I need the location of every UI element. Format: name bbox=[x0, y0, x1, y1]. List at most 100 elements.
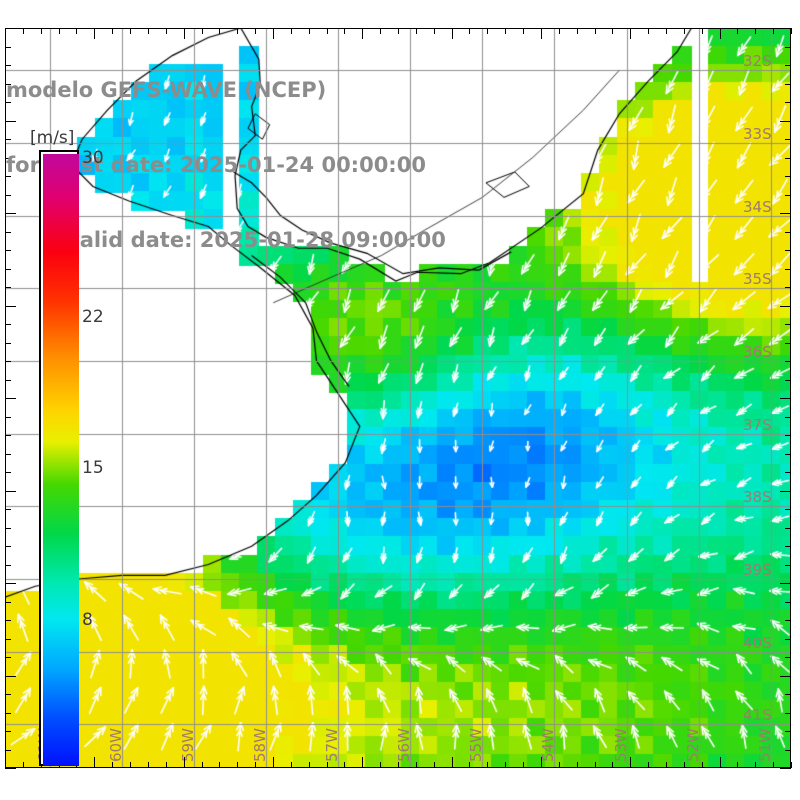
axis-tick bbox=[720, 28, 721, 39]
axis-tick bbox=[5, 713, 11, 714]
axis-tick bbox=[785, 84, 791, 85]
axis-tick bbox=[785, 639, 791, 640]
axis-tick bbox=[5, 768, 16, 769]
axis-tick bbox=[291, 762, 292, 768]
axis-tick bbox=[5, 398, 16, 399]
forecast-date-label: forecast date: 2025-01-24 00:00:00 bbox=[6, 153, 426, 177]
axis-tick bbox=[785, 65, 791, 66]
axis-tick bbox=[148, 28, 149, 34]
axis-tick bbox=[785, 620, 791, 621]
axis-tick bbox=[273, 28, 274, 39]
axis-tick bbox=[380, 762, 381, 768]
axis-tick bbox=[595, 28, 596, 34]
bottom-axis-ticks bbox=[5, 756, 792, 768]
axis-tick bbox=[5, 417, 11, 418]
axis-tick bbox=[785, 380, 791, 381]
axis-tick bbox=[577, 28, 578, 34]
axis-tick bbox=[559, 762, 560, 768]
axis-tick bbox=[202, 28, 203, 34]
axis-tick bbox=[5, 565, 11, 566]
axis-tick bbox=[5, 546, 11, 547]
axis-tick bbox=[5, 343, 11, 344]
axis-tick bbox=[785, 361, 791, 362]
axis-tick bbox=[5, 213, 16, 214]
axis-tick bbox=[469, 28, 470, 34]
axis-tick bbox=[791, 762, 792, 768]
axis-tick bbox=[5, 176, 11, 177]
axis-tick bbox=[255, 762, 256, 768]
axis-tick bbox=[791, 28, 792, 34]
axis-tick bbox=[785, 454, 791, 455]
axis-tick bbox=[76, 28, 77, 34]
axis-tick bbox=[785, 269, 791, 270]
axis-tick bbox=[5, 158, 11, 159]
axis-tick bbox=[785, 657, 791, 658]
axis-tick bbox=[785, 287, 791, 288]
axis-tick bbox=[773, 762, 774, 768]
axis-tick bbox=[5, 306, 16, 307]
axis-tick bbox=[612, 762, 613, 768]
axis-tick bbox=[505, 28, 506, 34]
axis-tick bbox=[5, 694, 11, 695]
axis-tick bbox=[780, 306, 791, 307]
axis-tick bbox=[666, 762, 667, 768]
axis-tick bbox=[5, 757, 6, 768]
axis-tick bbox=[291, 28, 292, 34]
axis-tick bbox=[785, 158, 791, 159]
axis-tick bbox=[5, 139, 11, 140]
axis-tick bbox=[166, 762, 167, 768]
axis-tick bbox=[612, 28, 613, 34]
graticule-canvas bbox=[5, 28, 791, 768]
axis-tick bbox=[541, 28, 542, 39]
axis-tick bbox=[5, 750, 11, 751]
axis-tick bbox=[487, 28, 488, 34]
axis-tick bbox=[630, 28, 631, 39]
right-axis-ticks bbox=[779, 28, 791, 769]
axis-tick bbox=[720, 757, 721, 768]
figure-title-block: modelo GEFS-WAVE (NCEP) forecast date: 2… bbox=[0, 28, 560, 303]
latitude-label-33S: 33S bbox=[743, 124, 772, 143]
valid-date-label: valid date: 2025-01-28 09:00:00 bbox=[66, 228, 446, 252]
axis-tick bbox=[702, 28, 703, 34]
axis-tick bbox=[327, 762, 328, 768]
axis-tick bbox=[344, 28, 345, 34]
axis-tick bbox=[785, 731, 791, 732]
axis-tick bbox=[5, 583, 16, 584]
axis-tick bbox=[5, 676, 16, 677]
colorbar bbox=[39, 150, 79, 766]
axis-tick bbox=[755, 762, 756, 768]
axis-tick bbox=[523, 28, 524, 34]
axis-tick bbox=[780, 213, 791, 214]
latitude-label-36S: 36S bbox=[743, 342, 772, 361]
axis-tick bbox=[344, 762, 345, 768]
axis-tick bbox=[23, 762, 24, 768]
axis-tick bbox=[785, 47, 791, 48]
axis-tick bbox=[523, 762, 524, 768]
axis-tick bbox=[595, 762, 596, 768]
colorbar-frame bbox=[39, 150, 79, 766]
axis-tick bbox=[5, 28, 16, 29]
latitude-label-35S: 35S bbox=[743, 270, 772, 289]
axis-tick bbox=[666, 28, 667, 34]
axis-tick bbox=[785, 546, 791, 547]
axis-tick bbox=[112, 28, 113, 34]
axis-tick bbox=[5, 620, 11, 621]
axis-tick bbox=[5, 324, 11, 325]
axis-tick bbox=[780, 768, 791, 769]
axis-tick bbox=[737, 28, 738, 34]
axis-tick bbox=[59, 28, 60, 34]
axis-tick bbox=[5, 195, 11, 196]
axis-tick bbox=[541, 757, 542, 768]
axis-tick bbox=[505, 762, 506, 768]
latitude-label-37S: 37S bbox=[743, 415, 772, 434]
colorbar-gradient bbox=[43, 154, 79, 766]
axis-tick bbox=[785, 195, 791, 196]
axis-tick bbox=[434, 762, 435, 768]
axis-tick bbox=[362, 28, 363, 39]
axis-tick bbox=[219, 762, 220, 768]
axis-tick bbox=[780, 28, 791, 29]
axis-tick bbox=[785, 750, 791, 751]
axis-tick bbox=[362, 757, 363, 768]
